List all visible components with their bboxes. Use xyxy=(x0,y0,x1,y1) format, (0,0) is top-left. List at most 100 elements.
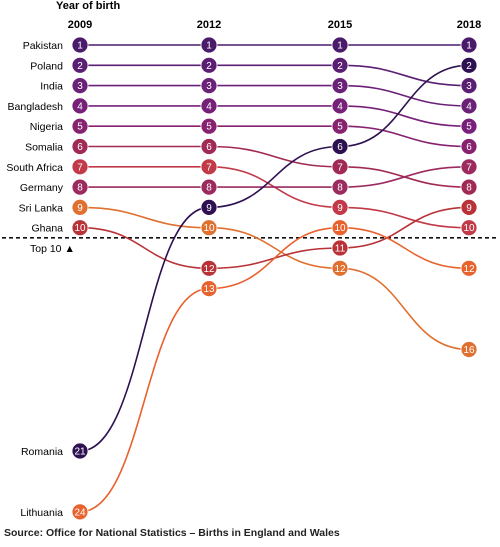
rank-marker-south-africa-2009: 7 xyxy=(71,158,89,176)
country-labels: Pakistan Poland India Bangladesh Nigeria Soma… xyxy=(6,40,63,519)
rank-marker-pakistan-2009: 1 xyxy=(71,36,89,54)
svg-text:7: 7 xyxy=(77,162,83,173)
series-line-bangladesh xyxy=(79,105,470,127)
year-label-2012: 2012 xyxy=(197,19,221,31)
rank-marker-nigeria-2009: 5 xyxy=(71,117,89,135)
country-label-pakistan: Pakistan xyxy=(23,40,63,52)
rank-marker-lithuania-2015: 10 xyxy=(331,219,349,237)
year-label-2015: 2015 xyxy=(328,19,352,31)
svg-text:10: 10 xyxy=(203,223,215,234)
svg-text:9: 9 xyxy=(77,203,83,214)
series-line-lithuania xyxy=(79,226,470,513)
series-line-germany xyxy=(80,166,470,188)
rank-marker-nigeria-2018: 6 xyxy=(460,138,478,155)
rank-marker-sri-lanka-2015: 12 xyxy=(331,259,349,277)
country-label-germany: Germany xyxy=(20,182,64,194)
rank-marker-south-africa-2018: 10 xyxy=(460,219,478,237)
svg-text:8: 8 xyxy=(337,183,343,194)
svg-text:3: 3 xyxy=(466,81,472,92)
series-lines xyxy=(79,44,470,513)
rank-marker-romania-2015: 6 xyxy=(331,138,349,155)
svg-text:6: 6 xyxy=(466,142,472,153)
year-label-2009: 2009 xyxy=(68,19,92,31)
svg-text:1: 1 xyxy=(466,41,472,52)
year-labels: 2009 2012 2015 2018 xyxy=(68,19,481,31)
rank-marker-somalia-2015: 7 xyxy=(331,158,349,176)
rank-marker-sri-lanka-2012: 10 xyxy=(200,219,218,237)
svg-text:1: 1 xyxy=(337,41,343,52)
rank-marker-south-africa-2015: 9 xyxy=(331,198,349,216)
series-line-south-africa xyxy=(79,165,470,229)
rank-marker-germany-2018: 7 xyxy=(460,158,478,176)
svg-text:1: 1 xyxy=(206,41,212,52)
rank-marker-germany-2012: 8 xyxy=(200,178,218,196)
country-label-bangladesh: Bangladesh xyxy=(8,101,64,113)
rank-marker-bangladesh-2015: 4 xyxy=(331,97,349,115)
rank-marker-lithuania-2009: 24 xyxy=(71,503,89,521)
country-label-nigeria: Nigeria xyxy=(30,121,63,133)
rank-marker-sri-lanka-2009: 9 xyxy=(71,198,89,216)
series-line-romania xyxy=(79,64,470,452)
svg-text:21: 21 xyxy=(74,447,86,458)
rank-marker-south-africa-2012: 7 xyxy=(200,158,218,176)
country-label-romania: Romania xyxy=(21,446,63,458)
country-label-lithuania: Lithuania xyxy=(20,507,63,519)
source-note: Source: Office for National Statistics –… xyxy=(4,527,340,539)
svg-text:7: 7 xyxy=(337,162,343,173)
country-label-south-africa: South Africa xyxy=(6,162,63,174)
svg-text:9: 9 xyxy=(466,203,472,214)
rank-marker-poland-2009: 2 xyxy=(71,56,89,74)
svg-text:1: 1 xyxy=(77,41,83,52)
svg-text:6: 6 xyxy=(206,142,212,153)
svg-text:24: 24 xyxy=(74,507,86,518)
rank-marker-bangladesh-2018: 5 xyxy=(460,117,478,135)
series-line-poland xyxy=(80,64,470,87)
rank-marker-bangladesh-2012: 4 xyxy=(200,97,218,115)
svg-text:12: 12 xyxy=(203,264,215,275)
svg-text:2: 2 xyxy=(337,61,343,72)
rank-marker-ghana-2012: 12 xyxy=(200,259,218,277)
svg-text:8: 8 xyxy=(466,183,472,194)
rank-marker-romania-2012: 9 xyxy=(200,198,218,216)
rank-marker-india-2009: 3 xyxy=(71,77,89,94)
rank-marker-somalia-2018: 8 xyxy=(460,178,478,196)
series-line-sri-lanka xyxy=(79,206,470,351)
rank-marker-india-2018: 4 xyxy=(460,97,478,115)
rank-marker-somalia-2009: 6 xyxy=(71,138,89,155)
svg-text:9: 9 xyxy=(337,203,343,214)
svg-text:6: 6 xyxy=(337,142,343,153)
rank-marker-nigeria-2012: 5 xyxy=(200,117,218,135)
svg-text:4: 4 xyxy=(206,101,212,112)
svg-text:9: 9 xyxy=(206,203,212,214)
rank-marker-romania-2009: 21 xyxy=(71,442,89,460)
rank-marker-germany-2009: 8 xyxy=(71,178,89,196)
rank-marker-ghana-2015: 11 xyxy=(331,239,349,257)
rank-marker-lithuania-2018: 12 xyxy=(460,259,478,277)
svg-text:2: 2 xyxy=(77,61,83,72)
svg-text:13: 13 xyxy=(203,284,215,295)
rank-marker-poland-2015: 2 xyxy=(331,56,349,74)
svg-text:8: 8 xyxy=(77,183,83,194)
series-line-india xyxy=(80,84,470,107)
country-label-poland: Poland xyxy=(30,60,63,72)
svg-text:10: 10 xyxy=(334,223,346,234)
rank-marker-pakistan-2012: 1 xyxy=(200,36,218,54)
svg-text:12: 12 xyxy=(334,264,346,275)
rank-marker-ghana-2018: 9 xyxy=(460,198,478,216)
svg-text:10: 10 xyxy=(463,223,475,234)
svg-text:11: 11 xyxy=(335,244,346,255)
rank-marker-ghana-2009: 10 xyxy=(71,219,89,237)
svg-text:5: 5 xyxy=(77,122,83,133)
svg-text:3: 3 xyxy=(337,81,343,92)
rank-marker-india-2012: 3 xyxy=(200,77,218,94)
rank-marker-pakistan-2015: 1 xyxy=(331,36,349,54)
rank-marker-poland-2012: 2 xyxy=(200,56,218,74)
rank-marker-somalia-2012: 6 xyxy=(200,138,218,155)
rank-marker-germany-2015: 8 xyxy=(331,178,349,196)
rank-marker-lithuania-2012: 13 xyxy=(200,280,218,298)
svg-text:3: 3 xyxy=(206,81,212,92)
country-label-sri-lanka: Sri Lanka xyxy=(19,202,64,214)
rank-marker-india-2015: 3 xyxy=(331,77,349,94)
svg-text:5: 5 xyxy=(206,122,212,133)
